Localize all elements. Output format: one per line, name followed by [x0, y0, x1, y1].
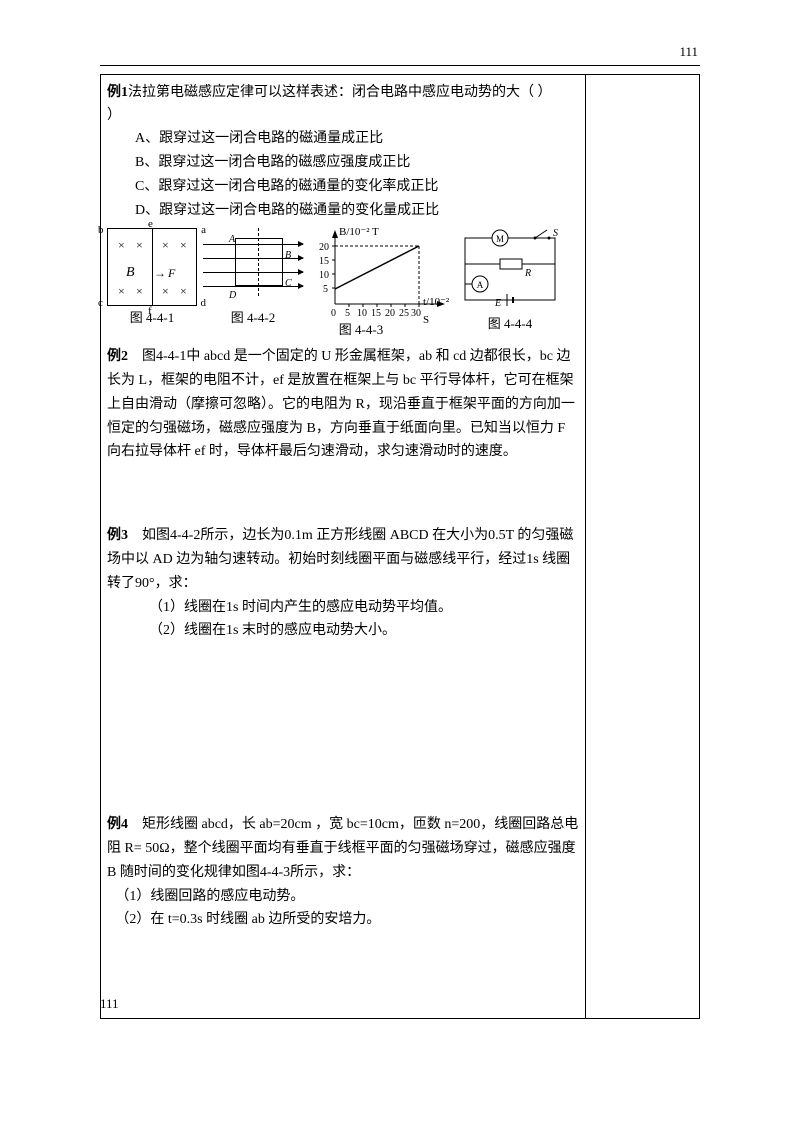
fig1-B: B [126, 262, 135, 284]
fig3-xt1: 5 [345, 306, 350, 322]
figure-4-4-2: A B C D 图 4-4-2 [203, 228, 303, 329]
ex4-text: 矩形线圈 abcd，长 ab=20cm ，宽 bc=10cm，匝数 n=200，… [107, 817, 578, 880]
svg-text:R: R [524, 268, 531, 279]
ex1-block: 例1法拉第电磁感应定律可以这样表述：闭合电路中感应电动势的大（ ） [107, 81, 579, 105]
fig3-xt2: 10 [357, 306, 367, 322]
fig3-xt3: 15 [371, 306, 381, 322]
fig1-arrow: → [154, 264, 166, 283]
ex4-q1: （1）线圈回路的感应电动势。 [107, 885, 579, 909]
ex4-block: 例4 矩形线圈 abcd，长 ab=20cm ，宽 bc=10cm，匝数 n=2… [107, 813, 579, 884]
fig2-B: B [285, 248, 291, 264]
ex3-text: 如图4-4-2所示，边长为0.1m 正方形线圈 ABCD 在大小为0.5T 的匀… [107, 528, 573, 591]
svg-text:M: M [496, 234, 504, 244]
fig3-xt5: 25 [399, 306, 409, 322]
ex1-stem: 法拉第电磁感应定律可以这样表述：闭合电路中感应电动势的大（ ） [128, 85, 552, 100]
fig3-ylabel: B/10⁻² T [339, 224, 379, 242]
ex1-optA: A、跟穿过这一闭合电路的磁通量成正比 [107, 127, 579, 151]
svg-text:A: A [477, 280, 484, 290]
fig4-label: 图 4-4-4 [488, 314, 532, 335]
figure-4-4-4: M S R [455, 228, 565, 335]
fig4-svg: M S R [455, 228, 565, 312]
fig3-xt6: 30 [411, 306, 421, 322]
ex4-label: 例4 [107, 817, 128, 832]
fig3-xt0: 0 [331, 306, 336, 322]
ex4-q2: （2）在 t=0.3s 时线圈 ab 边所受的安培力。 [107, 908, 579, 932]
svg-text:S: S [553, 228, 558, 239]
ex1-optD: D、跟穿过这一闭合电路的磁通量的变化量成正比 [107, 199, 579, 223]
ex1-optB: B、跟穿过这一闭合电路的磁感应强度成正比 [107, 151, 579, 175]
fig3-label: 图 4-4-3 [339, 320, 383, 341]
ex3-label: 例3 [107, 528, 128, 543]
ex3-q1: （1）线圈在1s 时间内产生的感应电动势平均值。 [107, 596, 579, 620]
fig3-yt3: 5 [323, 282, 328, 298]
page-number-top: 111 [100, 42, 700, 66]
fig3-xlabel: t/10⁻² S [423, 294, 449, 329]
ex3-q2: （2）线圈在1s 末时的感应电动势大小。 [107, 619, 579, 643]
fig2-D: D [229, 288, 236, 304]
fig2-label: 图 4-4-2 [231, 308, 275, 329]
ex1-label: 例1 [107, 85, 128, 100]
fig1-f: f [148, 303, 152, 321]
figures-row: b a c d e f ×× ×× ×× ×× B → F [107, 228, 579, 341]
side-column [585, 75, 699, 1019]
ex2-block: 例2 图4-4-1中 abcd 是一个固定的 U 形金属框架，ab 和 cd 边… [107, 345, 579, 464]
ex2-label: 例2 [107, 349, 128, 364]
figure-4-4-3: B/10⁻² T 20 15 10 5 0 5 10 15 20 25 30 [309, 228, 449, 341]
ex2-text: 图4-4-1中 abcd 是一个固定的 U 形金属框架，ab 和 cd 边都很长… [107, 349, 575, 459]
ex3-block: 例3 如图4-4-2所示，边长为0.1m 正方形线圈 ABCD 在大小为0.5T… [107, 524, 579, 595]
ex1-close-paren: ） [107, 105, 579, 127]
fig2-A: A [229, 232, 235, 248]
content-table: 例1法拉第电磁感应定律可以这样表述：闭合电路中感应电动势的大（ ） ） A、跟穿… [100, 74, 700, 1019]
ex1-optC: C、跟穿过这一闭合电路的磁通量的变化率成正比 [107, 175, 579, 199]
fig1-F: F [168, 264, 175, 283]
svg-text:E: E [494, 298, 501, 309]
page-number-bottom: 111 [100, 994, 119, 1015]
figure-4-4-1: b a c d e f ×× ×× ×× ×× B → F [107, 228, 197, 329]
main-column: 例1法拉第电磁感应定律可以这样表述：闭合电路中感应电动势的大（ ） ） A、跟穿… [101, 75, 586, 1019]
fig2-C: C [285, 276, 292, 292]
fig3-xt4: 20 [385, 306, 395, 322]
fig1-e: e [148, 216, 153, 234]
fig1-b: b [98, 222, 104, 240]
fig1-c: c [98, 295, 103, 313]
